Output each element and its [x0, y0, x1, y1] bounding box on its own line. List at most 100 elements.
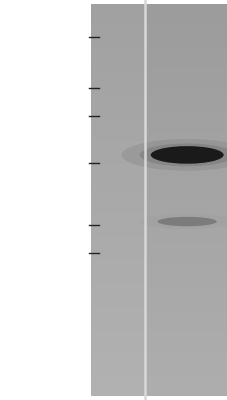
Bar [91, 22, 144, 24]
Bar [91, 34, 144, 35]
Bar [146, 264, 227, 265]
Bar [91, 170, 144, 171]
Bar [91, 194, 144, 195]
Bar [91, 382, 144, 383]
Bar [91, 154, 144, 156]
Bar [146, 8, 227, 9]
Bar [91, 156, 144, 157]
Bar [146, 182, 227, 183]
Bar [146, 320, 227, 322]
Bar [146, 10, 227, 12]
Bar [91, 210, 144, 212]
Bar [146, 323, 227, 324]
Bar [91, 380, 144, 382]
Text: 79: 79 [69, 109, 85, 122]
Bar [146, 199, 227, 200]
Bar [146, 107, 227, 108]
Bar [146, 146, 227, 148]
Bar [146, 349, 227, 350]
Bar [91, 387, 144, 388]
Bar [146, 141, 227, 142]
Bar [146, 201, 227, 203]
Bar [146, 24, 227, 25]
Bar [91, 345, 144, 346]
Bar [91, 370, 144, 371]
Bar [91, 322, 144, 323]
Bar [146, 161, 227, 162]
Bar [146, 186, 227, 187]
Bar [146, 144, 227, 145]
Bar [91, 213, 144, 214]
Bar [91, 357, 144, 358]
Bar [146, 187, 227, 188]
Bar [91, 48, 144, 50]
Bar [146, 277, 227, 278]
Bar [146, 212, 227, 213]
Bar [91, 218, 144, 220]
Bar [146, 175, 227, 176]
Bar [91, 42, 144, 43]
Bar [146, 180, 227, 182]
Bar [146, 174, 227, 175]
Bar [91, 149, 144, 150]
Bar [91, 259, 144, 260]
Bar [146, 256, 227, 258]
Bar [91, 353, 144, 354]
Bar [91, 105, 144, 106]
Bar [146, 190, 227, 191]
Bar [91, 229, 144, 230]
Bar [91, 144, 144, 145]
Bar [91, 162, 144, 164]
Bar [91, 289, 144, 290]
Bar [91, 203, 144, 204]
Bar [146, 302, 227, 303]
Bar [91, 197, 144, 199]
Bar [91, 26, 144, 28]
Text: 106: 106 [61, 82, 85, 95]
Bar [91, 214, 144, 216]
Bar [146, 26, 227, 28]
Bar [91, 250, 144, 251]
Bar [91, 21, 144, 22]
Bar [91, 331, 144, 332]
Bar [91, 73, 144, 74]
Bar [146, 206, 227, 208]
Bar [91, 124, 144, 126]
Bar [146, 164, 227, 165]
Bar [146, 258, 227, 259]
Bar [91, 169, 144, 170]
Bar [91, 374, 144, 375]
Bar [146, 118, 227, 119]
Bar [146, 97, 227, 98]
Bar [146, 73, 227, 74]
Bar [146, 242, 227, 243]
Bar [146, 293, 227, 294]
Bar [146, 390, 227, 391]
Bar [91, 234, 144, 235]
Bar [91, 258, 144, 259]
Bar [91, 342, 144, 344]
Bar [146, 123, 227, 124]
Bar [146, 170, 227, 171]
Bar [91, 40, 144, 42]
Bar [91, 123, 144, 124]
Bar [91, 38, 144, 39]
Bar [91, 90, 144, 92]
Bar [91, 298, 144, 299]
Bar [91, 230, 144, 231]
Bar [91, 190, 144, 191]
Bar [146, 220, 227, 221]
Bar [146, 345, 227, 346]
Bar [91, 187, 144, 188]
Bar [91, 386, 144, 387]
Bar [146, 68, 227, 69]
Bar [146, 120, 227, 122]
Bar [91, 299, 144, 301]
Bar [146, 84, 227, 85]
Bar [146, 374, 227, 375]
Bar [146, 235, 227, 236]
Text: 35: 35 [69, 219, 85, 232]
Bar [91, 80, 144, 81]
Bar [146, 299, 227, 301]
Bar [146, 209, 227, 210]
